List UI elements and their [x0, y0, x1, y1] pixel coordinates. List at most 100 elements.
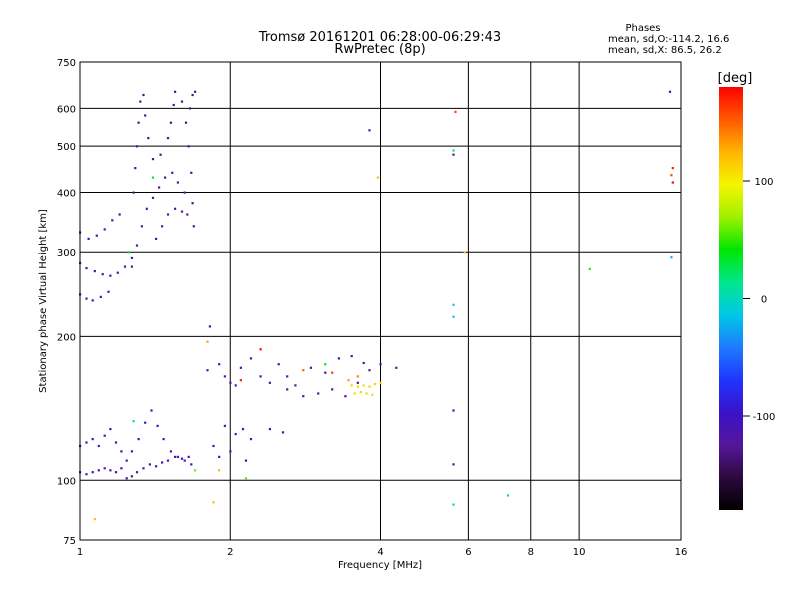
data-point: [151, 176, 155, 179]
stats-line-x: mean, sd,X: 86.5, 26.2: [608, 45, 722, 56]
data-point: [239, 379, 242, 382]
data-point: [268, 381, 271, 384]
data-point: [244, 477, 248, 480]
data-point: [506, 494, 510, 497]
data-point: [223, 375, 226, 378]
data-point: [368, 385, 371, 388]
data-point: [109, 274, 112, 277]
data-point: [249, 357, 253, 360]
data-point: [91, 299, 94, 302]
data-point: [452, 149, 455, 152]
colorbar-label: [deg]: [718, 71, 753, 86]
data-point: [379, 363, 382, 366]
data-point: [186, 213, 189, 216]
data-point: [166, 213, 170, 216]
data-point: [371, 393, 374, 396]
colorbar-tick-label: -100: [753, 412, 776, 423]
data-point: [111, 219, 114, 222]
x-tick-label: 8: [528, 547, 534, 558]
data-point: [452, 503, 455, 506]
data-point: [91, 438, 94, 441]
data-point: [176, 455, 179, 458]
data-point: [145, 207, 148, 210]
data-point: [127, 251, 130, 254]
data-point: [174, 90, 177, 93]
colorbar: [719, 87, 743, 510]
data-point: [331, 371, 334, 374]
data-point: [103, 467, 106, 470]
data-point: [158, 186, 161, 189]
data-point: [120, 467, 123, 470]
data-point: [120, 450, 123, 453]
data-point: [368, 369, 371, 372]
colorbar-tick-label: 100: [754, 177, 773, 188]
data-point: [137, 121, 140, 124]
data-point: [150, 409, 153, 412]
data-point: [142, 467, 145, 470]
data-point: [184, 121, 188, 124]
data-point: [151, 158, 155, 161]
data-point: [379, 381, 382, 384]
data-point: [356, 375, 359, 378]
data-point: [85, 441, 88, 444]
data-point: [156, 424, 159, 427]
data-point: [125, 459, 128, 462]
data-point: [191, 93, 194, 97]
data-point: [671, 181, 674, 184]
x-axis-label: Frequency [MHz]: [338, 560, 422, 571]
data-point: [368, 129, 371, 132]
data-point: [452, 153, 455, 156]
data-points: [79, 90, 674, 521]
data-point: [344, 395, 347, 398]
data-point: [130, 450, 133, 453]
data-point: [356, 381, 359, 384]
data-point: [130, 475, 133, 478]
data-point: [187, 145, 190, 148]
data-point: [259, 348, 262, 351]
x-tick-label: 6: [465, 547, 471, 558]
x-tick-label: 10: [573, 547, 586, 558]
colorbar-ticks: -100 0 100: [743, 177, 775, 423]
data-point: [134, 167, 137, 170]
y-tick-label: 200: [57, 332, 76, 343]
data-point: [218, 469, 221, 472]
data-point: [85, 267, 88, 270]
data-point: [174, 207, 177, 210]
data-point: [362, 361, 365, 365]
data-point: [452, 315, 455, 318]
x-tick-label: 16: [675, 547, 688, 558]
data-point: [277, 363, 280, 366]
data-point: [139, 100, 142, 103]
data-point: [147, 137, 150, 140]
data-point: [331, 388, 334, 391]
data-point: [395, 366, 398, 369]
data-point: [309, 366, 312, 369]
y-tick-label: 75: [63, 536, 76, 547]
data-point: [324, 371, 327, 374]
data-point: [362, 384, 365, 387]
data-point: [374, 383, 377, 386]
data-point: [97, 444, 100, 448]
data-point: [223, 424, 226, 427]
data-point: [302, 395, 305, 398]
data-point: [208, 325, 211, 328]
data-point: [93, 518, 96, 521]
y-axis-ticks: 75 100 200 300 400 500 600 750: [57, 58, 76, 547]
colorbar-tick-label: 0: [761, 295, 767, 306]
data-point: [99, 295, 102, 298]
data-point: [356, 385, 359, 388]
data-point: [324, 363, 327, 366]
data-point: [180, 457, 184, 460]
data-point: [103, 228, 106, 231]
data-point: [671, 167, 674, 170]
data-point: [187, 455, 190, 458]
data-point: [452, 303, 455, 306]
data-point: [229, 450, 232, 453]
stats-heading: Phases: [625, 23, 660, 34]
data-point: [137, 438, 140, 441]
data-point: [135, 471, 139, 474]
y-tick-label: 300: [57, 248, 76, 259]
data-point: [91, 471, 94, 474]
data-point: [109, 469, 112, 472]
chart-subtitle: RwPretec (8p): [334, 42, 425, 57]
